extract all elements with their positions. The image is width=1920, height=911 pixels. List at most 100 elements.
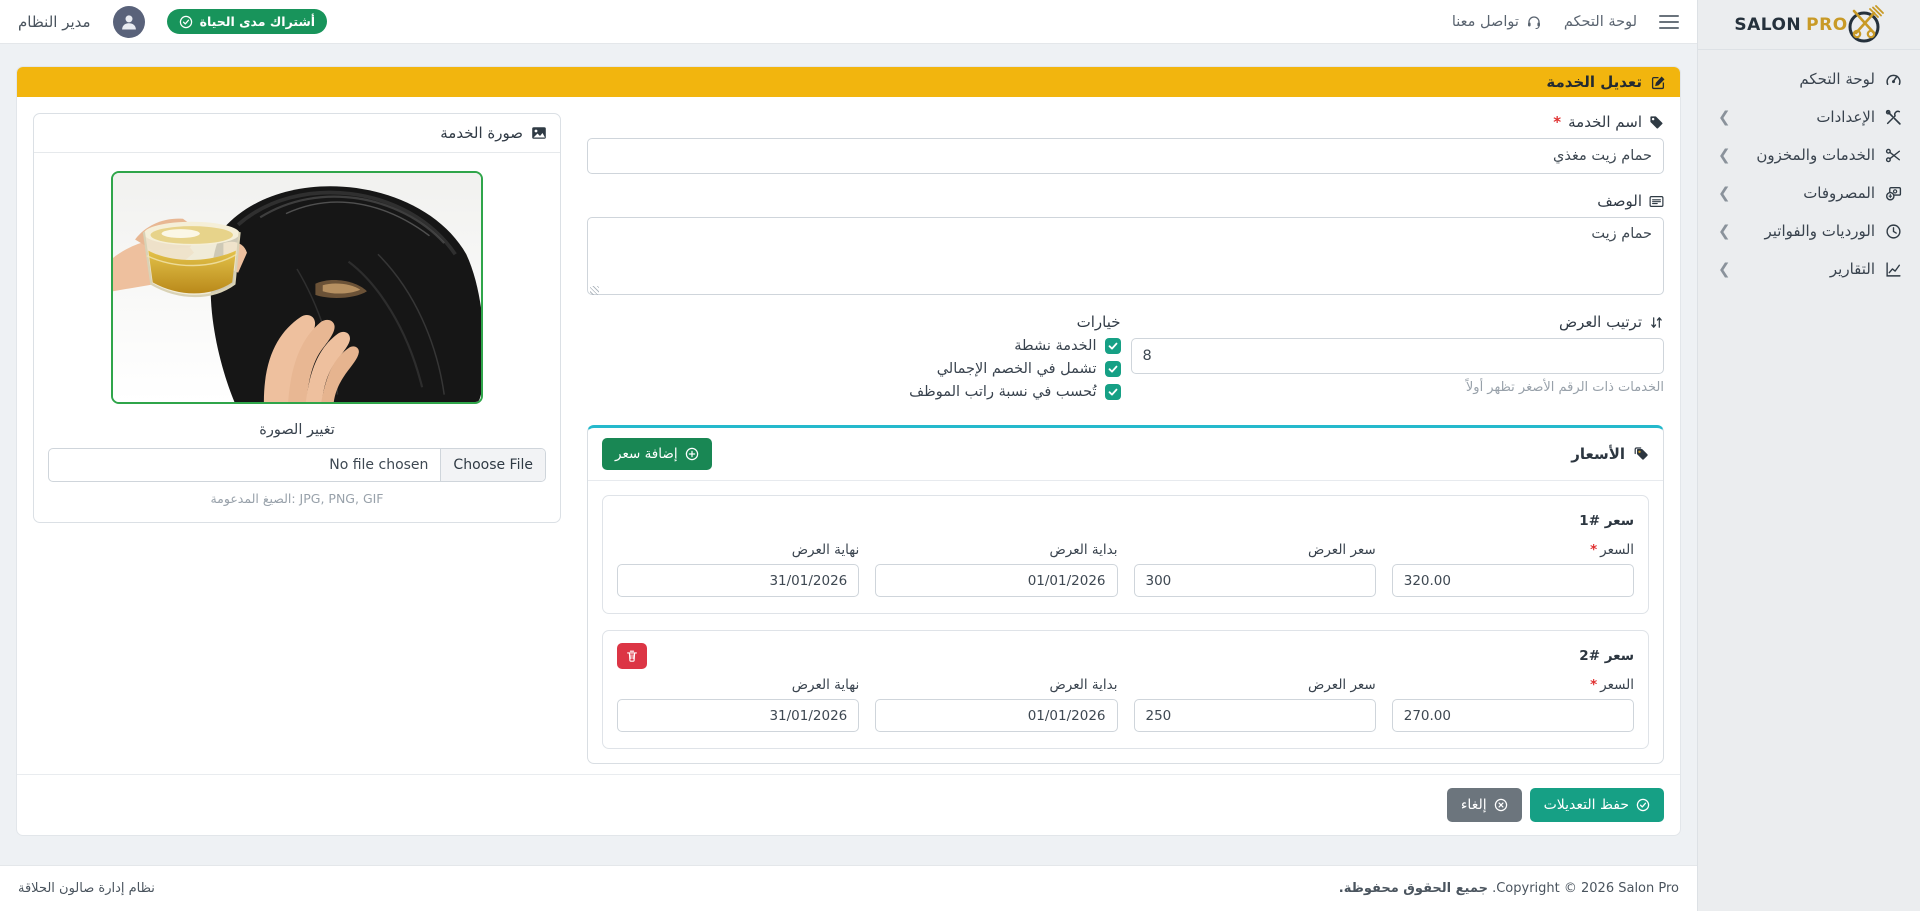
choose-file-button[interactable]: Choose File bbox=[440, 449, 545, 481]
required-asterisk: * bbox=[1553, 113, 1562, 131]
required-asterisk: * bbox=[1590, 677, 1598, 693]
brand-salon-text: SALON bbox=[1734, 14, 1802, 35]
delete-price-button[interactable] bbox=[617, 643, 647, 669]
description-label: الوصف bbox=[587, 192, 1664, 210]
edit-pencil-icon bbox=[1651, 76, 1665, 89]
display-order-hint: الخدمات ذات الرقم الأصغر تظهر أولاً bbox=[1465, 380, 1664, 395]
description-textarea[interactable]: حمام زيت bbox=[587, 217, 1664, 295]
service-name-label-text: اسم الخدمة bbox=[1568, 113, 1642, 131]
resize-grip-icon[interactable] bbox=[590, 286, 599, 295]
graph-icon bbox=[1886, 261, 1901, 277]
speedometer-icon bbox=[1886, 74, 1901, 85]
form-actions: حفظ التعديلات إلغاء bbox=[17, 774, 1680, 835]
tools-icon bbox=[1885, 109, 1901, 125]
display-order-input[interactable] bbox=[1130, 338, 1664, 374]
card-header: تعديل الخدمة bbox=[17, 67, 1680, 97]
sidebar-item-label: لوحة التحكم bbox=[1799, 70, 1875, 88]
copyright-text: Copyright © 2026 Salon Pro. جميع الحقوق … bbox=[1339, 881, 1679, 896]
service-name-input[interactable] bbox=[587, 138, 1664, 174]
prices-title-text: الأسعار bbox=[1571, 445, 1625, 463]
price-row-fields: السعر * سعر العرض bbox=[617, 542, 1634, 597]
display-order-label: ترتيب العرض bbox=[1131, 313, 1665, 331]
option-service-active[interactable]: الخدمة نشطة bbox=[587, 338, 1121, 354]
cash-icon bbox=[1886, 186, 1902, 200]
sidebar-menu: لوحة التحكم الإعدادات ❯ الخدمات والمخزون… bbox=[1698, 50, 1920, 298]
scissors-logo-icon bbox=[1848, 4, 1884, 42]
offer-end-label: نهاية العرض bbox=[791, 677, 860, 693]
brand-pro-text: PRO bbox=[1806, 14, 1848, 35]
chevron-right-icon: ❯ bbox=[1718, 260, 1731, 278]
service-image-header: صورة الخدمة bbox=[34, 114, 560, 153]
sidebar-item-dashboard[interactable]: لوحة التحكم bbox=[1698, 60, 1920, 98]
sidebar-item-label: الورديات والفواتير bbox=[1764, 222, 1875, 240]
check-circle-icon bbox=[179, 15, 192, 28]
x-circle-icon bbox=[1494, 798, 1507, 812]
plus-circle-icon bbox=[685, 447, 698, 461]
option-include-discount[interactable]: تشمل في الخصم الإجمالي bbox=[587, 361, 1121, 377]
hair-oil-illustration bbox=[113, 173, 481, 402]
trash-icon bbox=[627, 650, 637, 662]
offer-price-input[interactable] bbox=[1133, 699, 1376, 732]
options-label: خيارات bbox=[587, 313, 1121, 331]
sidebar-item-services-inventory[interactable]: الخدمات والمخزون ❯ bbox=[1698, 136, 1920, 174]
system-name-text: نظام إدارة صالون الحلاقة bbox=[18, 881, 155, 896]
top-navbar: لوحة التحكم تواصل معنا أشتراك مدى الحياة bbox=[0, 0, 1697, 44]
checkbox-checked-icon[interactable] bbox=[1104, 361, 1121, 377]
prices-section: الأسعار إضافة سعر bbox=[587, 425, 1664, 764]
brand-logo[interactable]: SALON PRO bbox=[1698, 0, 1920, 50]
form-column: اسم الخدمة * الوصف حمام زيت bbox=[587, 113, 1664, 764]
option-label: تُحسب في نسبة راتب الموظف bbox=[909, 384, 1097, 400]
cancel-button[interactable]: إلغاء bbox=[1446, 788, 1522, 822]
footer: Copyright © 2026 Salon Pro. جميع الحقوق … bbox=[0, 865, 1697, 911]
sidebar: SALON PRO لوحة التحكم الإعداد bbox=[1697, 0, 1920, 911]
offer-price-field: سعر العرض bbox=[1133, 677, 1376, 732]
chevron-right-icon: ❯ bbox=[1718, 184, 1731, 202]
offer-price-label: سعر العرض bbox=[1308, 677, 1376, 693]
hamburger-menu-icon[interactable] bbox=[1659, 12, 1679, 32]
prices-body: سعر #1 السعر * bbox=[588, 481, 1663, 763]
sidebar-item-shifts-invoices[interactable]: الورديات والفواتير ❯ bbox=[1698, 212, 1920, 250]
sidebar-item-reports[interactable]: التقارير ❯ bbox=[1698, 250, 1920, 288]
dashboard-link-label: لوحة التحكم bbox=[1563, 13, 1637, 30]
contact-us-link[interactable]: تواصل معنا bbox=[1452, 14, 1542, 30]
offer-end-label: نهاية العرض bbox=[791, 542, 860, 558]
service-image-card: صورة الخدمة bbox=[33, 113, 561, 523]
clock-icon bbox=[1886, 223, 1901, 239]
offer-end-field: نهاية العرض bbox=[617, 542, 860, 597]
sort-arrows-icon bbox=[1651, 316, 1662, 328]
copyright-latin: Copyright © 2026 Salon Pro. bbox=[1492, 881, 1679, 896]
display-order-group: ترتيب العرض الخدمات ذات الرقم الأصغر تظه… bbox=[1130, 313, 1665, 395]
file-input[interactable]: No file chosen Choose File bbox=[48, 448, 546, 482]
price-input[interactable] bbox=[1391, 699, 1634, 732]
dashboard-link[interactable]: لوحة التحكم bbox=[1564, 14, 1637, 30]
offer-start-label: بداية العرض bbox=[1049, 677, 1118, 693]
checkbox-checked-icon[interactable] bbox=[1104, 384, 1121, 400]
navbar-right-group: لوحة التحكم تواصل معنا bbox=[1452, 12, 1679, 32]
supported-formats-hint: الصيغ المدعومة: JPG, PNG, GIF bbox=[210, 491, 384, 506]
price-input[interactable] bbox=[1391, 564, 1634, 597]
add-price-button[interactable]: إضافة سعر bbox=[602, 438, 712, 470]
price-row-title: سعر #2 bbox=[1579, 648, 1634, 664]
price-row-header: سعر #2 bbox=[617, 643, 1634, 669]
price-field: السعر * bbox=[1391, 677, 1634, 732]
sidebar-item-expenses[interactable]: المصروفات ❯ bbox=[1698, 174, 1920, 212]
checkbox-checked-icon[interactable] bbox=[1104, 338, 1121, 354]
price-row-2: سعر #2 bbox=[602, 630, 1649, 749]
offer-start-input[interactable] bbox=[875, 699, 1118, 732]
user-name: مدير النظام bbox=[18, 12, 91, 31]
option-salary-percentage[interactable]: تُحسب في نسبة راتب الموظف bbox=[587, 384, 1121, 400]
price-row-header: سعر #1 bbox=[617, 508, 1634, 534]
sidebar-item-label: الإعدادات bbox=[1816, 108, 1875, 126]
offer-end-input[interactable] bbox=[617, 564, 860, 597]
sidebar-item-settings[interactable]: الإعدادات ❯ bbox=[1698, 98, 1920, 136]
offer-price-input[interactable] bbox=[1133, 564, 1376, 597]
price-label: السعر * bbox=[1590, 542, 1634, 558]
offer-start-input[interactable] bbox=[875, 564, 1118, 597]
save-button[interactable]: حفظ التعديلات bbox=[1529, 788, 1664, 822]
tag-icon bbox=[1650, 115, 1663, 128]
required-asterisk: * bbox=[1590, 542, 1598, 558]
subscription-badge-label: أشتراك مدى الحياة bbox=[199, 14, 316, 29]
user-avatar[interactable] bbox=[112, 5, 145, 38]
content-shell: لوحة التحكم تواصل معنا أشتراك مدى الحياة bbox=[0, 0, 1697, 911]
offer-end-input[interactable] bbox=[617, 699, 860, 732]
